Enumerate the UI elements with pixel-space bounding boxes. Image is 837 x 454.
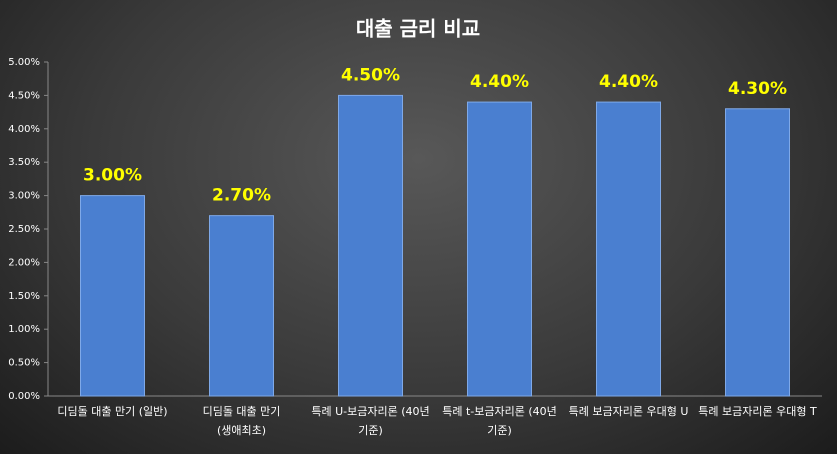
x-tick-label: 특례 보금자리론 우대형 U [568, 405, 689, 418]
value-label: 3.00% [83, 166, 142, 186]
value-label: 4.30% [728, 79, 787, 99]
x-tick-label: 특례 t-보금자리론 (40년 기준) [442, 405, 557, 437]
y-tick-label: 2.00% [8, 257, 40, 268]
bar [596, 101, 661, 397]
bar [725, 108, 790, 397]
bar [209, 215, 274, 397]
y-tick-label: 3.50% [8, 157, 40, 168]
y-tick-label: 4.50% [8, 90, 40, 101]
x-tick-label: 디딤돌 대출 만기 (생애최초) [202, 405, 281, 437]
y-tick-label: 0.50% [8, 358, 40, 369]
value-label: 2.70% [212, 186, 271, 206]
bar [338, 94, 403, 397]
value-label: 4.40% [470, 72, 529, 92]
x-tick-label: 특례 U-보금자리론 (40년 기준) [311, 405, 430, 437]
y-tick-label: 0.00% [8, 391, 40, 402]
y-tick-label: 2.50% [8, 224, 40, 235]
y-tick-label: 5.00% [8, 57, 40, 68]
x-tick-label: 특례 보금자리론 우대형 T [698, 405, 817, 418]
value-label: 4.40% [599, 72, 658, 92]
y-tick-label: 4.00% [8, 124, 40, 135]
value-label: 4.50% [341, 65, 400, 85]
y-tick-label: 3.00% [8, 191, 40, 202]
bar [467, 101, 532, 397]
bar [80, 195, 145, 397]
chart-title: 대출 금리 비교 [356, 17, 480, 41]
y-tick-label: 1.00% [8, 324, 40, 335]
x-tick-label: 디딤돌 대출 만기 (일반) [57, 405, 168, 418]
y-tick-label: 1.50% [8, 291, 40, 302]
